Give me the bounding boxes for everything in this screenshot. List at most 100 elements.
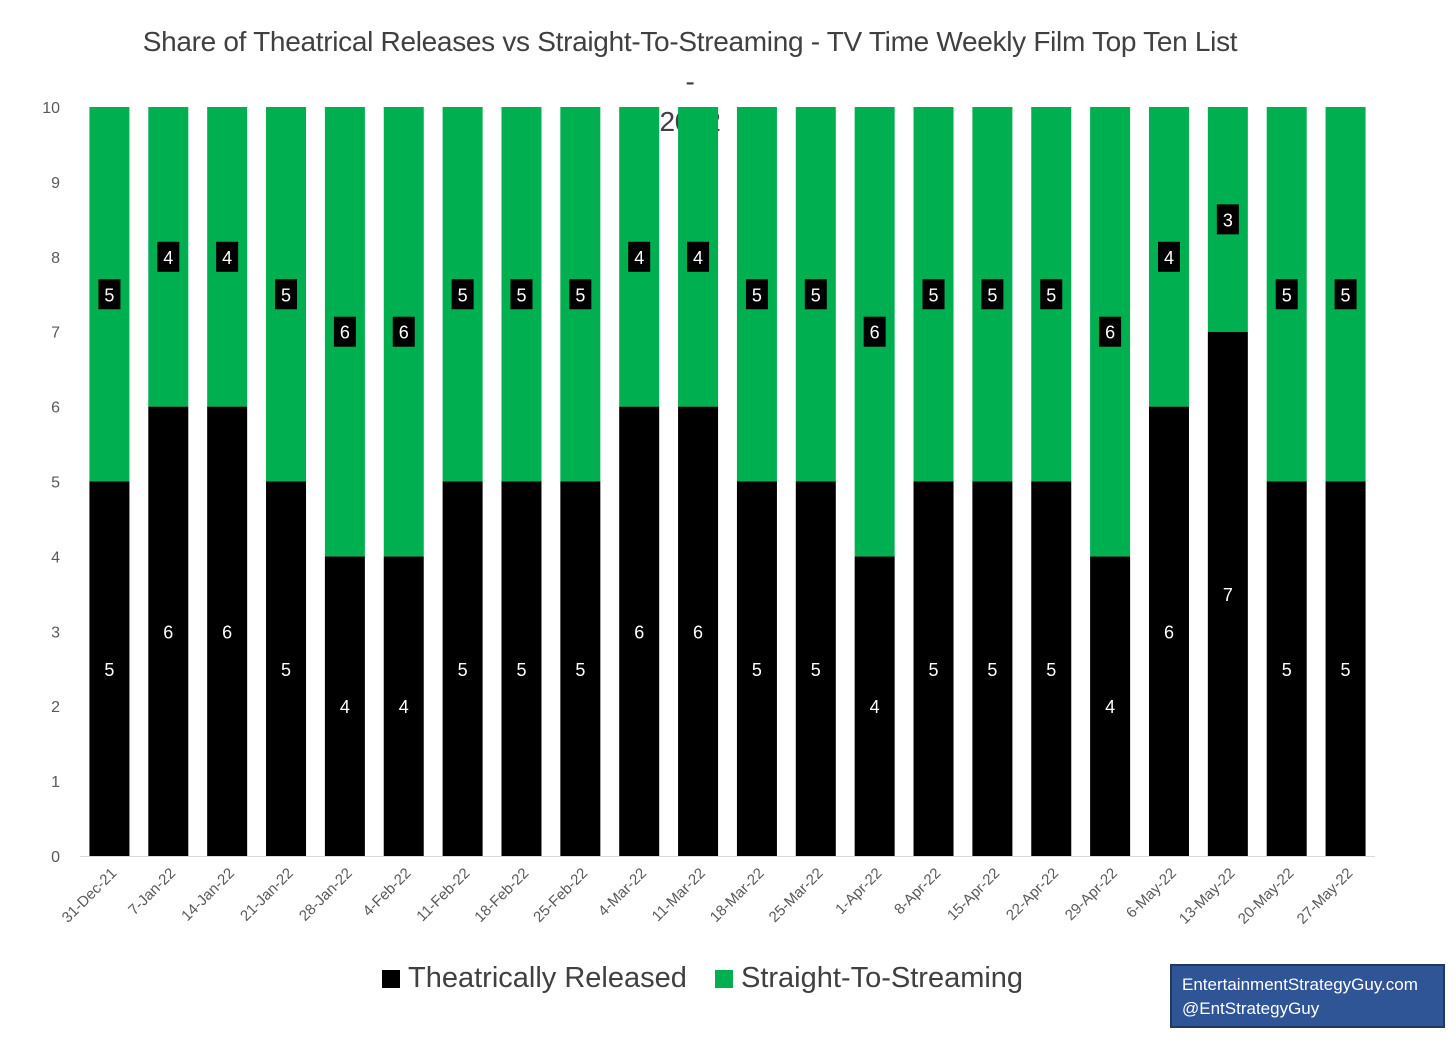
x-tick-label: 25-Feb-22	[530, 865, 591, 926]
legend-label-streaming: Straight-To-Streaming	[741, 962, 1024, 994]
data-label-box-streaming	[1275, 279, 1298, 310]
x-tick-label: 15-Apr-22	[944, 865, 1003, 924]
legend-item-streaming: Straight-To-Streaming	[715, 962, 1023, 995]
data-label-theatrical: 5	[987, 660, 997, 680]
bar-theatrical	[442, 481, 483, 856]
data-label-box-streaming	[451, 279, 474, 310]
legend-swatch-streaming	[715, 969, 733, 988]
x-tick-label: 4-Mar-22	[595, 865, 650, 920]
data-label-theatrical: 6	[693, 622, 703, 642]
y-tick-label: 5	[51, 475, 60, 492]
data-label-theatrical: 6	[222, 622, 232, 642]
y-tick-label: 7	[51, 325, 60, 342]
data-label-theatrical: 6	[163, 622, 173, 642]
y-tick-label: 2	[51, 699, 60, 716]
data-label-streaming: 3	[1223, 210, 1233, 230]
data-label-theatrical: 7	[1223, 585, 1233, 605]
bar-theatrical	[972, 481, 1013, 856]
data-label-theatrical: 5	[575, 660, 585, 680]
data-label-streaming: 6	[340, 323, 350, 343]
bar-theatrical	[1207, 331, 1248, 856]
x-tick-label: 8-Apr-22	[891, 865, 944, 918]
data-label-streaming: 6	[870, 323, 880, 343]
data-label-theatrical: 5	[929, 660, 939, 680]
y-tick-label: 4	[51, 549, 60, 566]
x-tick-label: 29-Apr-22	[1062, 865, 1121, 924]
brand-website: EntertainmentStrategyGuy.com	[1182, 975, 1418, 994]
data-label-theatrical: 5	[281, 660, 291, 680]
bar-theatrical	[1325, 481, 1366, 856]
x-tick-label: 22-Apr-22	[1003, 865, 1062, 924]
x-tick-label: 21-Jan-22	[237, 865, 297, 925]
data-label-box-streaming	[1334, 279, 1357, 310]
y-tick-label: 1	[51, 774, 60, 791]
data-label-box-streaming	[98, 279, 121, 310]
y-tick-label: 8	[51, 250, 60, 267]
data-label-streaming: 5	[929, 285, 939, 305]
data-label-streaming: 5	[516, 285, 526, 305]
x-tick-label: 6-May-22	[1123, 865, 1180, 922]
data-label-box-streaming	[510, 279, 533, 310]
x-tick-label: 11-Feb-22	[413, 865, 473, 925]
data-label-theatrical: 5	[752, 660, 762, 680]
data-label-box-streaming	[275, 279, 298, 310]
bar-theatrical	[854, 556, 895, 856]
data-label-box-streaming	[628, 241, 651, 272]
data-label-box-streaming	[157, 241, 180, 272]
data-label-theatrical: 6	[1164, 622, 1174, 642]
data-label-theatrical: 5	[1341, 660, 1351, 680]
data-label-box-streaming	[1216, 204, 1239, 235]
data-label-streaming: 4	[634, 248, 644, 268]
data-label-theatrical: 6	[634, 622, 644, 642]
data-label-theatrical: 5	[1282, 660, 1292, 680]
x-tick-label: 13-May-22	[1176, 865, 1239, 928]
x-tick-label: 27-May-22	[1294, 865, 1357, 928]
bar-theatrical	[1266, 481, 1307, 856]
bar-theatrical	[913, 481, 954, 856]
bar-theatrical	[324, 556, 365, 856]
y-tick-label: 0	[51, 849, 60, 866]
data-label-streaming: 5	[987, 285, 997, 305]
data-label-box-streaming	[981, 279, 1004, 310]
bar-theatrical	[619, 406, 660, 856]
data-label-streaming: 5	[1282, 285, 1292, 305]
data-label-streaming: 5	[752, 285, 762, 305]
bar-theatrical	[207, 406, 248, 856]
legend-label-theatrical: Theatrically Released	[408, 962, 687, 994]
bar-theatrical	[1090, 556, 1131, 856]
data-label-theatrical: 5	[1046, 660, 1056, 680]
data-label-theatrical: 4	[1105, 697, 1115, 717]
data-label-streaming: 4	[222, 248, 232, 268]
data-label-theatrical: 5	[458, 660, 468, 680]
data-label-streaming: 5	[1341, 285, 1351, 305]
data-label-box-streaming	[1157, 241, 1180, 272]
data-label-box-streaming	[1099, 316, 1122, 347]
x-tick-label: 1-Apr-22	[832, 865, 885, 918]
bar-theatrical	[678, 406, 719, 856]
data-label-box-streaming	[333, 316, 356, 347]
data-label-box-streaming	[804, 279, 827, 310]
bar-theatrical	[89, 481, 130, 856]
data-label-streaming: 6	[399, 323, 409, 343]
data-label-streaming: 5	[811, 285, 821, 305]
data-label-box-streaming	[863, 316, 886, 347]
data-label-streaming: 6	[1105, 323, 1115, 343]
data-label-streaming: 4	[163, 248, 173, 268]
data-label-theatrical: 5	[516, 660, 526, 680]
data-label-box-streaming	[392, 316, 415, 347]
bar-theatrical	[1148, 406, 1189, 856]
x-tick-label: 11-Mar-22	[649, 865, 709, 925]
data-label-box-streaming	[687, 241, 710, 272]
data-label-theatrical: 4	[340, 697, 350, 717]
data-label-theatrical: 5	[104, 660, 114, 680]
x-tick-label: 25-Mar-22	[766, 865, 827, 926]
x-tick-label: 18-Mar-22	[707, 865, 768, 926]
data-label-streaming: 5	[1046, 285, 1056, 305]
data-label-streaming: 5	[575, 285, 585, 305]
legend-swatch-theatrical	[382, 969, 400, 988]
data-label-box-streaming	[216, 241, 239, 272]
brand-box: EntertainmentStrategyGuy.com @EntStrateg…	[1170, 964, 1445, 1028]
chart-title-line-1: Share of Theatrical Releases vs Straight…	[142, 26, 1238, 97]
data-label-streaming: 5	[281, 285, 291, 305]
